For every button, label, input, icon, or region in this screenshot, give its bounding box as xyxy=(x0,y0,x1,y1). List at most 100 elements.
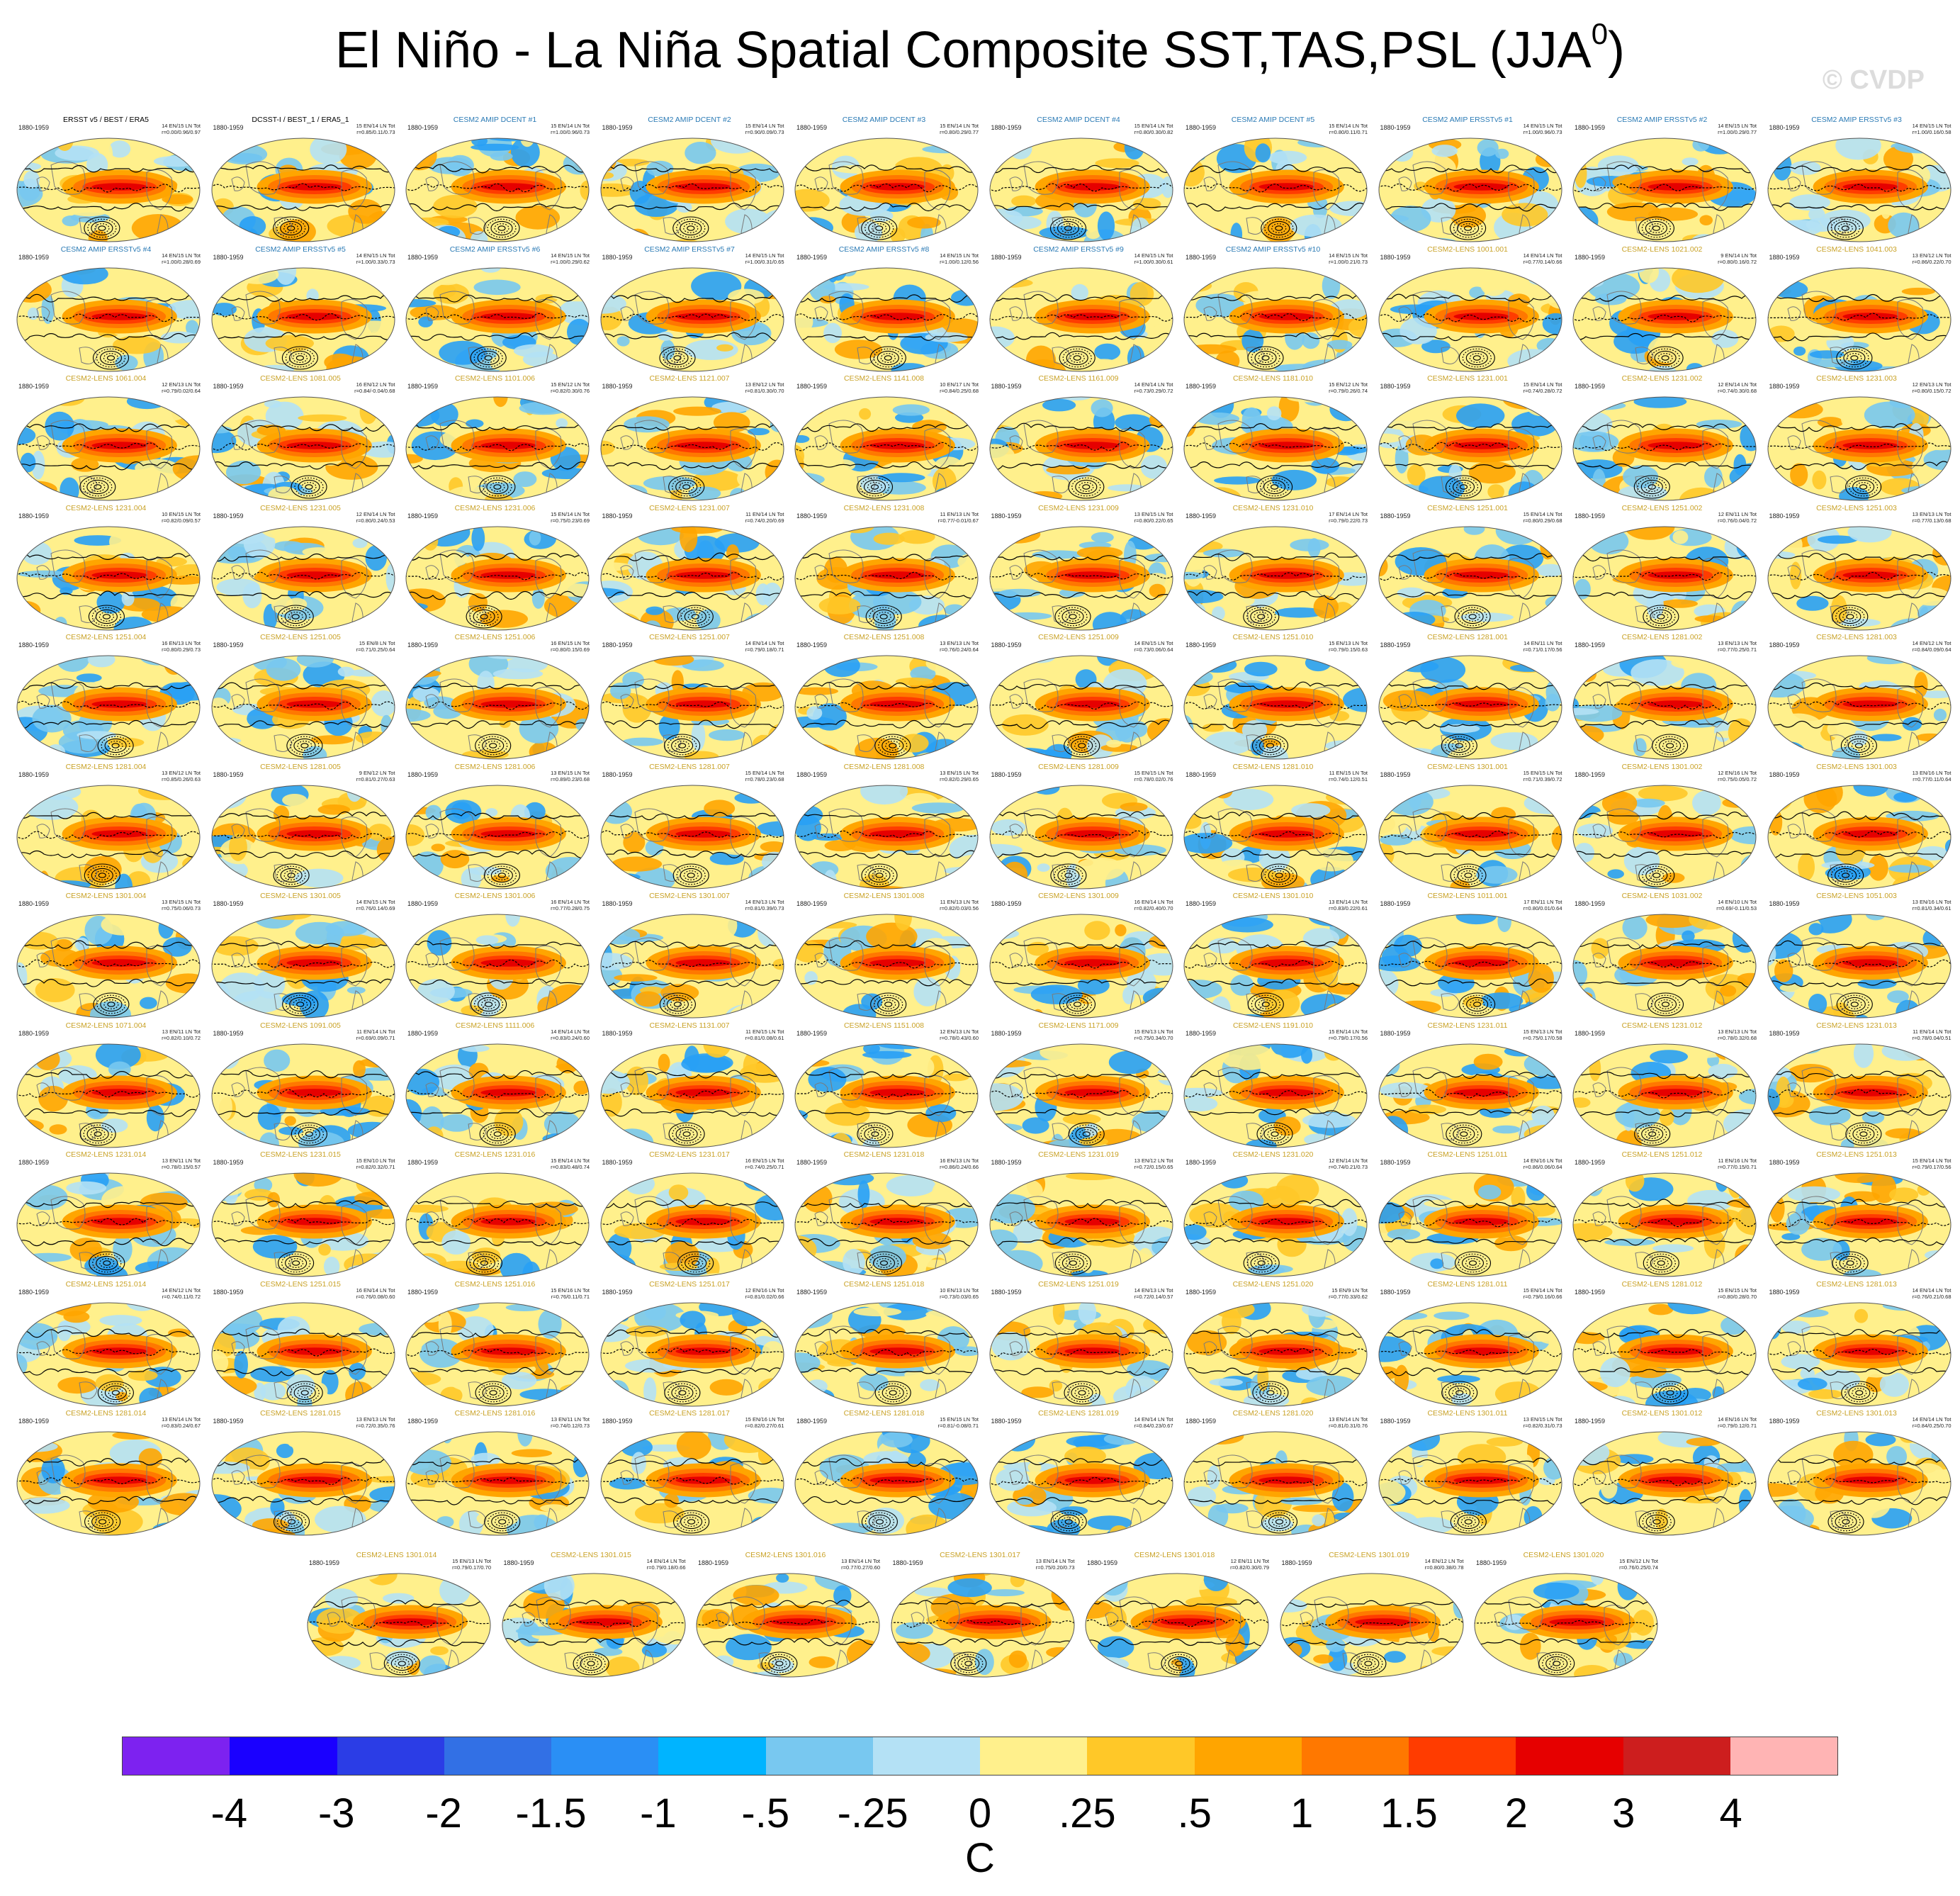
panel-years: 1880-1959 xyxy=(991,770,1022,778)
panel-stats: 15 EN/14 LN Tot r=0.79/0.17/0.56 xyxy=(1912,1157,1951,1170)
panel-title: CESM2-LENS 1161.009 xyxy=(1038,374,1119,383)
panel-years: 1880-1959 xyxy=(1380,1288,1411,1296)
panel-title: CESM2-LENS 1081.005 xyxy=(260,374,341,383)
panel-years: 1880-1959 xyxy=(1185,641,1217,649)
panel-title: CESM2-LENS 1251.011 xyxy=(1427,1150,1508,1159)
map-panel: CESM2-LENS 1231.005 1880-1959 12 EN/14 LN … xyxy=(203,504,398,639)
panel-title: CESM2-LENS 1301.002 xyxy=(1621,762,1703,771)
panel-years: 1880-1959 xyxy=(991,1288,1022,1296)
map-panel: CESM2-LENS 1111.006 1880-1959 14 EN/14 LN … xyxy=(398,1021,592,1156)
colorbar-box xyxy=(980,1737,1088,1775)
map-panel: CESM2-LENS 1281.012 1880-1959 15 EN/15 LN … xyxy=(1565,1280,1759,1415)
panel-title: CESM2-LENS 1281.019 xyxy=(1038,1409,1119,1418)
composite-map xyxy=(1378,396,1562,501)
panel-title: CESM2-LENS 1231.008 xyxy=(843,503,925,512)
composite-map xyxy=(16,785,201,889)
panel-title: CESM2-LENS 1231.010 xyxy=(1232,503,1314,512)
panel-years: 1880-1959 xyxy=(602,641,633,649)
panel-stats: 13 EN/16 LN Tot r=0.81/0.34/0.61 xyxy=(1912,899,1951,911)
map-panel: CESM2-LENS 1081.005 1880-1959 16 EN/12 LN … xyxy=(203,374,398,509)
map-panel: CESM2 AMIP ERSSTv5 #8 1880-1959 14 EN/15 L… xyxy=(787,245,981,380)
composite-map xyxy=(211,526,395,630)
panel-title: CESM2-LENS 1031.002 xyxy=(1621,892,1703,900)
composite-map xyxy=(16,655,201,760)
composite-map xyxy=(1572,1172,1757,1277)
composite-map xyxy=(16,526,201,630)
panel-years: 1880-1959 xyxy=(1380,900,1411,907)
panel-years: 1880-1959 xyxy=(18,770,50,778)
panel-stats: 13 EN/14 LN Tot r=0.83/0.24/0.67 xyxy=(162,1416,201,1429)
panel-title: CESM2-LENS 1281.015 xyxy=(260,1409,341,1418)
panel-years: 1880-1959 xyxy=(991,512,1022,520)
page-title: El Niño - La Niña Spatial Composite SST,… xyxy=(0,17,1960,79)
panel-stats: 16 EN/13 LN Tot r=0.80/0.29/0.73 xyxy=(162,640,201,653)
map-panel: CESM2-LENS 1301.015 1880-1959 14 EN/14 LN … xyxy=(494,1551,689,1685)
panel-years: 1880-1959 xyxy=(407,383,439,390)
composite-map xyxy=(1767,785,1951,889)
panel-stats: 14 EN/12 LN Tot r=0.80/0.38/0.78 xyxy=(1424,1558,1464,1571)
map-panel: CESM2-LENS 1301.001 1880-1959 15 EN/15 LN … xyxy=(1370,763,1565,897)
panel-title: CESM2-LENS 1301.013 xyxy=(1816,1409,1897,1418)
panel-stats: 13 EN/12 LN Tot r=0.86/0.22/0.70 xyxy=(1912,252,1951,265)
panel-stats: 15 EN/14 LN Tot r=0.85/0.11/0.73 xyxy=(356,123,395,135)
map-panel: CESM2-LENS 1301.010 1880-1959 13 EN/14 LN … xyxy=(1176,892,1370,1026)
map-panel: CESM2-LENS 1251.020 1880-1959 15 EN/9 LN T… xyxy=(1176,1280,1370,1415)
panel-stats: 16 EN/14 LN Tot r=0.77/0.28/0.75 xyxy=(551,899,590,911)
panel-years: 1880-1959 xyxy=(602,253,633,261)
panel-years: 1880-1959 xyxy=(1769,900,1800,907)
panel-years: 1880-1959 xyxy=(602,900,633,907)
map-panel: CESM2-LENS 1281.020 1880-1959 13 EN/14 LN … xyxy=(1176,1409,1370,1544)
colorbar-boxes xyxy=(122,1737,1838,1776)
panel-title: CESM2-LENS 1131.007 xyxy=(649,1021,730,1030)
panel-stats: 14 EN/15 LN Tot r=0.00/0.96/0.97 xyxy=(162,123,201,135)
composite-map xyxy=(405,655,590,760)
panel-stats: 9 EN/12 LN Tot r=0.81/0.27/0.63 xyxy=(356,769,395,782)
panel-stats: 11 EN/13 LN Tot r=0.77/-0.01/0.67 xyxy=(937,510,979,524)
panel-title: CESM2 AMIP ERSSTv5 #10 xyxy=(1225,245,1321,254)
composite-map xyxy=(794,1172,979,1277)
composite-map xyxy=(794,138,979,242)
composite-map xyxy=(794,267,979,371)
panel-stats: 11 EN/14 LN Tot r=0.74/0.20/0.69 xyxy=(745,510,784,524)
composite-map xyxy=(696,1573,880,1678)
panel-title: CESM2-LENS 1251.012 xyxy=(1621,1150,1703,1159)
map-panel: CESM2-LENS 1281.003 1880-1959 14 EN/12 LN … xyxy=(1759,633,1954,768)
panel-years: 1880-1959 xyxy=(18,124,50,131)
page-title-superscript: 0 xyxy=(1591,17,1609,50)
panel-stats: 14 EN/14 LN Tot r=0.84/0.23/0.67 xyxy=(1134,1416,1173,1429)
composite-map xyxy=(1378,1043,1562,1148)
panel-years: 1880-1959 xyxy=(1380,1029,1411,1037)
panel-stats: 15 EN/14 LN Tot r=0.75/0.23/0.69 xyxy=(551,510,590,524)
panel-stats: 15 EN/16 LN Tot r=0.76/0.11/0.71 xyxy=(551,1286,590,1300)
map-panel: CESM2-LENS 1031.002 1880-1959 14 EN/10 LN … xyxy=(1565,892,1759,1026)
panel-title: CESM2-LENS 1301.005 xyxy=(260,892,341,900)
map-panel: CESM2-LENS 1251.009 1880-1959 14 EN/15 LN … xyxy=(981,633,1176,768)
panel-title: CESM2-LENS 1021.002 xyxy=(1621,245,1703,254)
composite-map xyxy=(211,914,395,1019)
map-panel: CESM2-LENS 1231.014 1880-1959 13 EN/11 LN … xyxy=(9,1150,203,1285)
composite-map xyxy=(794,914,979,1019)
panel-title: CESM2-LENS 1301.008 xyxy=(843,892,925,900)
map-panel: CESM2-LENS 1231.004 1880-1959 10 EN/15 LN … xyxy=(9,504,203,639)
panel-title: CESM2-LENS 1281.018 xyxy=(843,1409,925,1418)
panel-years: 1880-1959 xyxy=(1575,900,1606,907)
panel-stats: 14 EN/14 LN Tot r=0.76/0.21/0.68 xyxy=(1912,1286,1951,1300)
panel-years: 1880-1959 xyxy=(796,900,828,907)
panel-stats: 11 EN/15 LN Tot r=0.74/0.12/0.51 xyxy=(1329,769,1368,782)
panel-years: 1880-1959 xyxy=(1185,124,1217,131)
composite-map xyxy=(794,655,979,760)
composite-map xyxy=(405,526,590,630)
panel-years: 1880-1959 xyxy=(1380,512,1411,520)
map-panel: CESM2 AMIP ERSSTv5 #6 1880-1959 14 EN/15 L… xyxy=(398,245,592,380)
panel-title: CESM2-LENS 1231.020 xyxy=(1232,1150,1314,1159)
panel-years: 1880-1959 xyxy=(407,253,439,261)
composite-map xyxy=(1378,1172,1562,1277)
panel-stats: 13 EN/15 LN Tot r=0.82/0.31/0.73 xyxy=(1523,1416,1562,1429)
panel-stats: 15 EN/14 LN Tot r=0.74/0.28/0.72 xyxy=(1523,381,1562,394)
panel-title: CESM2-LENS 1231.007 xyxy=(649,503,730,512)
colorbar-box xyxy=(1301,1737,1409,1775)
panel-years: 1880-1959 xyxy=(1575,1159,1606,1166)
colorbar-units: C xyxy=(965,1835,995,1881)
colorbar-box xyxy=(872,1737,980,1775)
composite-map xyxy=(989,1172,1173,1277)
